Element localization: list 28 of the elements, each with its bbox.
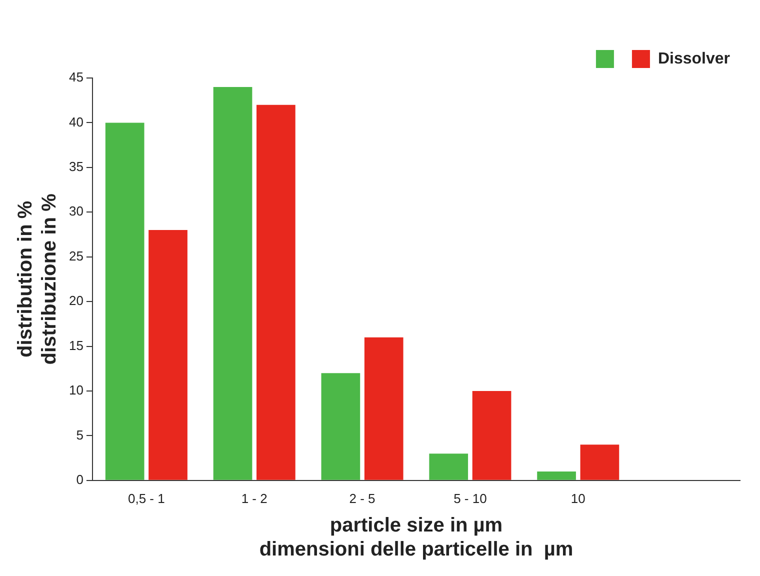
y-axis-title: distribution in % distribuzione in % bbox=[14, 193, 61, 365]
y-tick-label: 15 bbox=[68, 338, 84, 353]
y-tick-label: 40 bbox=[68, 114, 84, 130]
x-tick-label: 10 bbox=[570, 490, 586, 506]
y-tick-label: 0 bbox=[76, 472, 84, 487]
y-tick-label: 30 bbox=[68, 204, 84, 219]
y-tick-label: 25 bbox=[68, 248, 84, 264]
bar bbox=[580, 444, 620, 480]
y-tick-label: 10 bbox=[68, 382, 84, 398]
x-axis-title: particle size in µm dimensioni delle particelle in µm bbox=[259, 514, 574, 561]
x-tick-label: 5 - 10 bbox=[454, 490, 487, 506]
bar bbox=[105, 122, 144, 480]
x-tick-label: 0,5 - 1 bbox=[128, 490, 165, 506]
x-tick-label: 2 - 5 bbox=[349, 490, 376, 506]
y-tick-label: 20 bbox=[68, 293, 84, 308]
bar bbox=[321, 373, 360, 480]
bar bbox=[429, 454, 468, 480]
bar bbox=[148, 230, 188, 480]
y-tick-label: 35 bbox=[68, 159, 84, 174]
x-tick-label: 1 - 2 bbox=[241, 490, 268, 506]
bar bbox=[364, 337, 404, 480]
bar bbox=[472, 390, 512, 480]
bar bbox=[213, 86, 252, 480]
bar bbox=[256, 104, 296, 480]
bar bbox=[537, 471, 576, 480]
y-tick-label: 45 bbox=[68, 70, 84, 85]
y-tick-label: 5 bbox=[76, 427, 84, 442]
legend-label: Dissolver bbox=[658, 50, 730, 68]
